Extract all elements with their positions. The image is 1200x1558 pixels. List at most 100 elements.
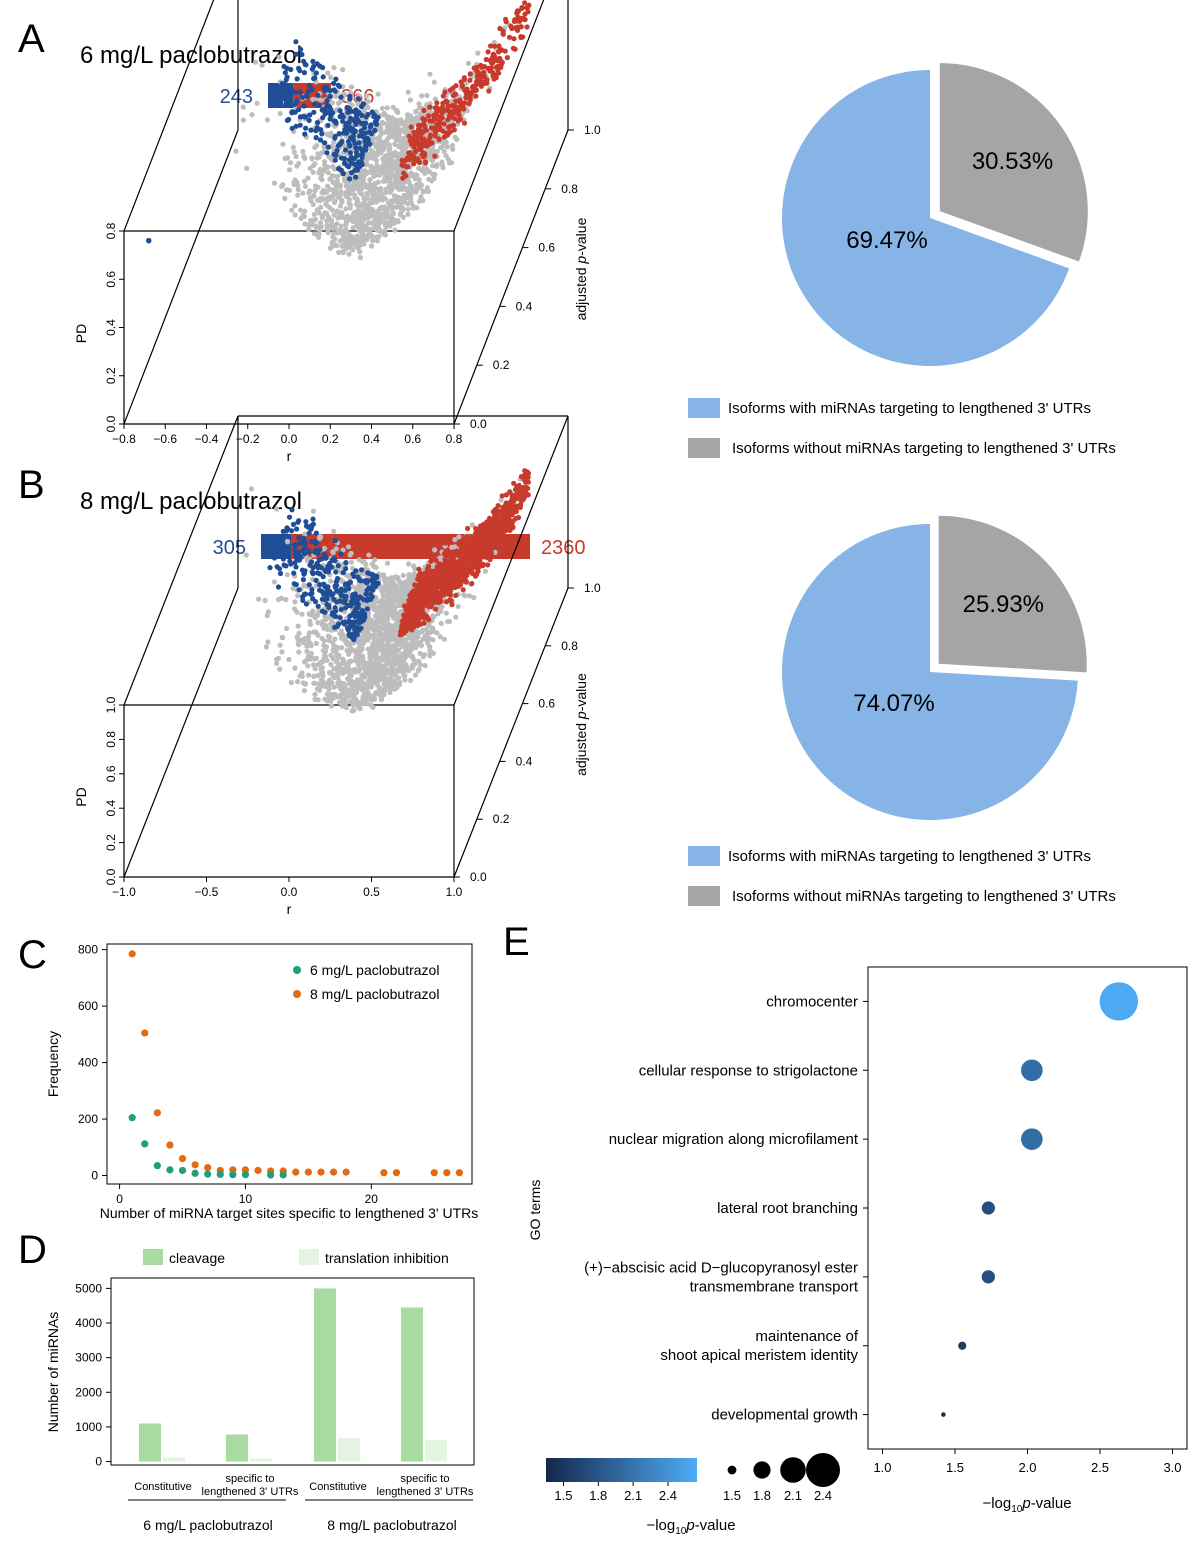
point-grey — [388, 592, 394, 598]
point-blue — [312, 101, 318, 107]
point-blue — [300, 577, 306, 583]
point-grey — [389, 218, 395, 224]
point-blue — [283, 100, 289, 106]
point-grey — [323, 201, 329, 207]
point-blue — [345, 109, 351, 115]
point-grey — [328, 130, 334, 136]
point-red — [493, 57, 499, 63]
point-red — [428, 125, 434, 131]
point-grey — [401, 673, 407, 679]
point-grey — [387, 189, 393, 195]
point-grey — [367, 151, 373, 157]
x-tick-label: 0.0 — [281, 432, 298, 446]
point-blue — [306, 88, 312, 94]
point-grey — [357, 220, 363, 226]
point-grey — [461, 592, 467, 598]
point-blue — [322, 140, 328, 146]
point-blue — [301, 70, 307, 76]
point-grey — [431, 613, 437, 620]
point-blue — [332, 133, 338, 139]
point-grey — [329, 100, 336, 106]
point-grey — [330, 550, 336, 556]
point-grey — [287, 160, 294, 166]
point-blue — [286, 514, 293, 520]
point-blue — [358, 128, 364, 134]
point-blue — [333, 569, 339, 575]
point-blue — [321, 85, 327, 91]
point-blue — [312, 538, 318, 545]
point-red — [437, 561, 443, 567]
point-blue — [359, 595, 365, 601]
point-grey — [348, 559, 354, 565]
point-grey — [370, 234, 376, 240]
point-grey — [375, 610, 381, 616]
point-grey — [384, 121, 390, 127]
point-grey — [409, 640, 415, 646]
box-edge — [123, 587, 239, 878]
point-blue — [280, 556, 286, 562]
point-grey — [393, 647, 399, 653]
point-blue — [312, 549, 318, 555]
point-grey — [388, 603, 394, 609]
point-red — [515, 504, 521, 510]
point-grey — [405, 89, 411, 95]
point-blue — [287, 558, 293, 564]
point-red — [487, 68, 493, 74]
point-blue — [317, 547, 323, 553]
point-grey — [294, 163, 300, 169]
point-blue — [324, 98, 330, 104]
point-grey — [380, 605, 386, 612]
point-blue — [321, 591, 327, 597]
point-blue — [301, 571, 307, 577]
point-blue — [313, 135, 319, 141]
point-grey — [353, 654, 359, 661]
point-grey — [320, 678, 326, 685]
point-grey — [252, 59, 259, 65]
point-grey — [427, 650, 433, 657]
point-grey — [277, 666, 283, 672]
point-blue — [343, 605, 349, 611]
point-grey — [359, 588, 365, 594]
point-blue — [333, 152, 339, 158]
point-red — [469, 84, 476, 90]
point-grey — [320, 648, 326, 654]
point-red — [512, 17, 518, 23]
point-grey — [396, 659, 402, 665]
box-edge — [123, 0, 215, 232]
point-red — [497, 25, 503, 32]
point-grey — [274, 656, 280, 662]
point-grey — [243, 552, 249, 558]
point-blue — [322, 609, 328, 615]
point-grey — [410, 187, 416, 193]
pie-slice-without — [939, 63, 1088, 262]
panel-B-title: 8 mg/L paclobutrazol — [80, 488, 302, 515]
point-grey — [314, 155, 320, 161]
z-tick-label: 0.0 — [470, 417, 487, 431]
point-grey — [331, 139, 337, 145]
point-grey — [390, 586, 396, 593]
legend-label: Isoforms without miRNAs targeting to len… — [732, 440, 1116, 457]
point-grey — [396, 151, 402, 157]
point-grey — [333, 242, 340, 249]
point-grey — [259, 62, 265, 68]
point-grey — [347, 699, 353, 705]
point-grey — [335, 674, 341, 681]
point-blue — [314, 61, 320, 67]
point-grey — [345, 692, 351, 698]
points-blue — [279, 39, 381, 182]
point-blue — [275, 584, 282, 590]
point-grey — [370, 667, 376, 673]
point-grey — [390, 623, 396, 629]
point-grey — [282, 195, 288, 201]
panel-A-title: 6 mg/L paclobutrazol — [80, 42, 302, 69]
point-grey — [364, 170, 370, 176]
point-grey — [331, 166, 338, 172]
point-blue — [310, 596, 316, 602]
point-grey — [318, 150, 325, 156]
point-blue — [303, 519, 309, 525]
point-grey — [310, 508, 316, 514]
point-grey — [452, 134, 458, 140]
point-grey — [377, 228, 383, 234]
point-blue — [353, 149, 360, 155]
point-grey — [367, 229, 373, 235]
